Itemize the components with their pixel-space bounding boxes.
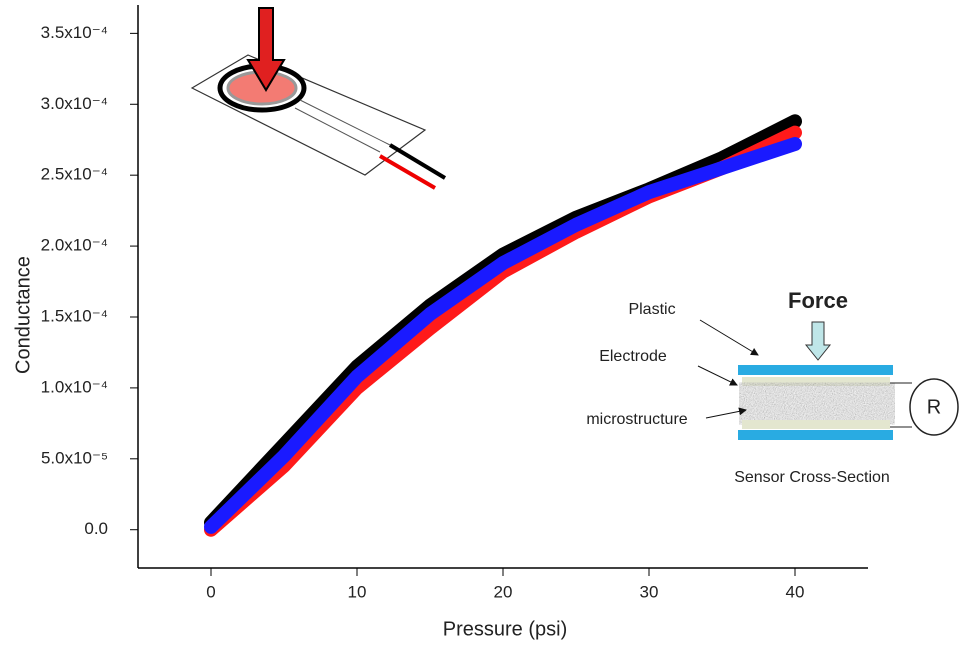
data-line xyxy=(204,114,802,530)
x-tick-label: 40 xyxy=(786,582,805,601)
x-tick-label: 30 xyxy=(640,582,659,601)
plot-area xyxy=(204,114,802,537)
data-line xyxy=(204,125,802,537)
data-line xyxy=(204,136,802,534)
y-tick-label: 1.0x10⁻⁴ xyxy=(41,377,108,396)
x-tick-label: 20 xyxy=(494,582,513,601)
y-tick-label: 2.0x10⁻⁴ xyxy=(41,236,108,255)
annotation: Electrode xyxy=(599,348,667,365)
x-tick-label: 0 xyxy=(206,582,215,601)
annotation: R xyxy=(927,396,941,418)
y-tick-label: 2.5x10⁻⁴ xyxy=(41,165,108,184)
y-tick-label: 5.0x10⁻⁵ xyxy=(41,448,108,467)
annotation: Force xyxy=(788,288,848,313)
y-tick-label: 1.5x10⁻⁴ xyxy=(41,306,108,325)
annotation: Plastic xyxy=(628,301,675,318)
sensor-illustration xyxy=(190,7,447,190)
y-tick-label: 3.0x10⁻⁴ xyxy=(41,94,108,113)
annotation: Sensor Cross-Section xyxy=(734,469,890,486)
y-tick-label: 3.5x10⁻⁴ xyxy=(41,23,108,42)
x-tick-label: 10 xyxy=(348,582,367,601)
cross-section-inset: Force Plastic Electrode microstructure R… xyxy=(586,288,959,486)
y-tick-label: 0.0 xyxy=(84,519,108,538)
x-axis-title: Pressure (psi) xyxy=(443,618,567,640)
y-axis-title: Conductance xyxy=(12,256,34,374)
annotation: microstructure xyxy=(586,411,687,428)
